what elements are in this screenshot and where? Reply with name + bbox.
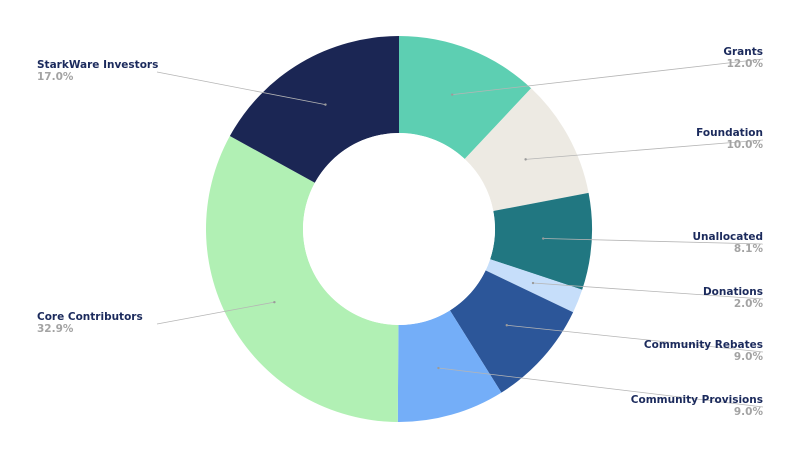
leader-line-community-rebates — [506, 324, 764, 353]
value-label-starkware-investors: 17.0% — [37, 71, 74, 83]
label-core-contributors: Core Contributors — [37, 311, 143, 323]
slices-group — [206, 36, 592, 422]
slice-unallocated — [490, 192, 592, 290]
label-starkware-investors: StarkWare Investors — [37, 59, 158, 71]
slice-starkware-investors — [229, 36, 399, 183]
leader-dot-community-provisions — [437, 366, 440, 370]
value-label-community-rebates: 9.0% — [734, 351, 764, 363]
slice-donations — [485, 259, 583, 313]
leader-dot-unallocated — [541, 237, 545, 240]
donut-hole — [303, 133, 495, 325]
leader-line-grants — [452, 58, 764, 96]
leader-line-foundation — [525, 139, 764, 160]
slice-grants — [399, 36, 532, 160]
value-label-foundation: 10.0% — [727, 139, 764, 151]
label-foundation: Foundation — [696, 127, 763, 139]
label-donations: Donations — [703, 286, 763, 298]
leader-dot-core-contributors — [273, 300, 276, 304]
slice-community-provisions — [397, 310, 502, 422]
value-label-donations: 2.0% — [734, 298, 764, 310]
label-community-rebates: Community Rebates — [644, 339, 763, 351]
leader-dot-community-rebates — [505, 324, 508, 327]
slice-foundation — [464, 88, 589, 212]
slice-core-contributors — [206, 136, 399, 422]
value-label-community-provisions: 9.0% — [734, 406, 764, 418]
label-community-provisions: Community Provisions — [631, 394, 763, 406]
leader-lines-group — [156, 58, 764, 408]
leader-line-core-contributors — [156, 301, 275, 325]
value-label-unallocated: 8.1% — [734, 243, 764, 255]
leader-line-community-provisions — [438, 367, 764, 408]
label-unallocated: Unallocated — [693, 231, 763, 243]
leader-dot-donations — [531, 281, 535, 285]
value-label-grants: 12.0% — [727, 58, 764, 70]
leader-dot-foundation — [524, 158, 527, 161]
leader-line-donations — [532, 282, 764, 300]
leader-line-starkware-investors — [156, 71, 326, 106]
slice-community-rebates — [449, 270, 574, 393]
leader-line-unallocated — [543, 238, 764, 245]
leader-dot-grants — [450, 93, 454, 96]
leader-dot-starkware-investors — [324, 103, 327, 106]
label-grants: Grants — [723, 46, 763, 58]
value-label-core-contributors: 32.9% — [37, 323, 74, 335]
